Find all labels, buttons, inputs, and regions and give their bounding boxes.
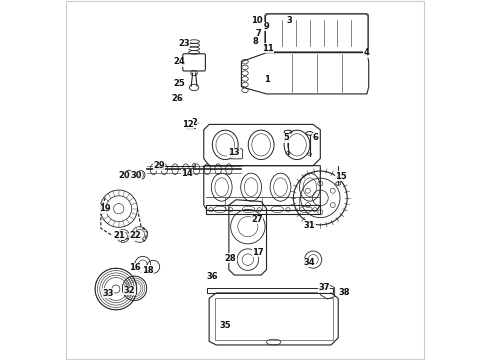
Text: 5: 5 <box>284 133 290 142</box>
Text: 21: 21 <box>113 231 124 240</box>
Text: 15: 15 <box>335 172 347 181</box>
Text: 24: 24 <box>174 57 186 66</box>
Text: 18: 18 <box>142 266 153 275</box>
Text: 7: 7 <box>256 29 262 38</box>
Text: 10: 10 <box>251 16 262 25</box>
Text: 13: 13 <box>228 148 239 157</box>
Text: 37: 37 <box>318 283 330 292</box>
Text: 34: 34 <box>304 258 316 267</box>
Text: 30: 30 <box>130 171 142 180</box>
Text: 8: 8 <box>253 37 259 46</box>
Text: 6: 6 <box>312 133 318 142</box>
Text: 36: 36 <box>206 272 218 281</box>
Text: 32: 32 <box>123 286 135 295</box>
Text: 25: 25 <box>174 80 186 89</box>
Text: 16: 16 <box>129 263 141 272</box>
Text: 35: 35 <box>219 321 231 330</box>
Text: 14: 14 <box>181 169 193 178</box>
Text: 9: 9 <box>264 22 270 31</box>
Text: 33: 33 <box>102 289 114 298</box>
Text: 27: 27 <box>251 215 263 224</box>
Text: 20: 20 <box>118 171 129 180</box>
Text: 2: 2 <box>192 118 198 127</box>
Text: 31: 31 <box>304 221 316 230</box>
Text: 11: 11 <box>262 44 273 53</box>
Text: 38: 38 <box>338 288 350 297</box>
Text: 17: 17 <box>252 248 264 257</box>
Text: 12: 12 <box>182 120 194 129</box>
Text: 19: 19 <box>98 204 110 213</box>
Text: 23: 23 <box>178 39 190 48</box>
Text: 3: 3 <box>287 16 293 25</box>
Text: 22: 22 <box>129 231 141 240</box>
Text: 1: 1 <box>264 75 270 84</box>
Text: 26: 26 <box>172 94 183 103</box>
Text: 28: 28 <box>225 254 237 263</box>
Text: 4: 4 <box>363 48 369 57</box>
Text: 29: 29 <box>153 161 165 170</box>
